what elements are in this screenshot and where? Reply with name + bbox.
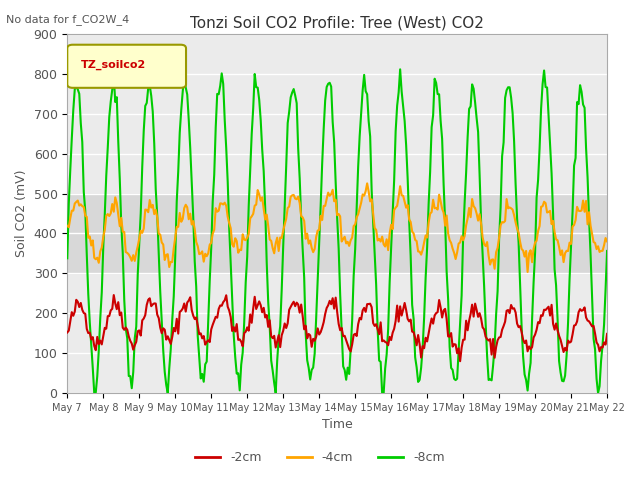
- -2cm: [79, 307, 86, 312]
- -4cm: [79, 203, 86, 209]
- -8cm: [165, 366, 173, 372]
- -4cm: [372, 227, 380, 233]
- Title: Tonzi Soil CO2 Profile: Tree (West) CO2: Tonzi Soil CO2 Profile: Tree (West) CO2: [190, 15, 484, 30]
- -4cm: [604, 239, 611, 244]
- -8cm: [604, 248, 611, 254]
- -2cm: [110, 292, 118, 298]
- Y-axis label: Soil CO2 (mV): Soil CO2 (mV): [15, 170, 28, 257]
- -2cm: [403, 307, 410, 313]
- X-axis label: Time: Time: [322, 419, 353, 432]
- -8cm: [90, 390, 98, 396]
- -2cm: [540, 307, 548, 312]
- Text: TZ_soilco2: TZ_soilco2: [81, 60, 146, 70]
- Legend: -2cm, -4cm, -8cm: -2cm, -4cm, -8cm: [190, 446, 450, 469]
- -2cm: [165, 337, 173, 343]
- -8cm: [540, 68, 548, 73]
- -4cm: [63, 223, 71, 228]
- -4cm: [390, 207, 398, 213]
- -4cm: [364, 180, 371, 186]
- -8cm: [390, 178, 398, 183]
- -8cm: [404, 175, 412, 181]
- FancyBboxPatch shape: [67, 45, 186, 88]
- -8cm: [372, 282, 380, 288]
- Line: -4cm: -4cm: [67, 183, 607, 272]
- -2cm: [372, 321, 380, 327]
- -4cm: [403, 205, 410, 211]
- -8cm: [79, 139, 86, 145]
- -2cm: [456, 358, 464, 364]
- Bar: [67, 193, 607, 274]
- -8cm: [396, 66, 404, 72]
- -8cm: [63, 255, 71, 261]
- -4cm: [164, 252, 172, 257]
- Line: -8cm: -8cm: [67, 69, 607, 393]
- -4cm: [540, 199, 548, 204]
- -4cm: [524, 269, 531, 275]
- Line: -2cm: -2cm: [67, 295, 607, 361]
- -2cm: [604, 331, 611, 337]
- -2cm: [63, 330, 71, 336]
- -2cm: [390, 326, 398, 332]
- Text: No data for f_CO2W_4: No data for f_CO2W_4: [6, 14, 130, 25]
